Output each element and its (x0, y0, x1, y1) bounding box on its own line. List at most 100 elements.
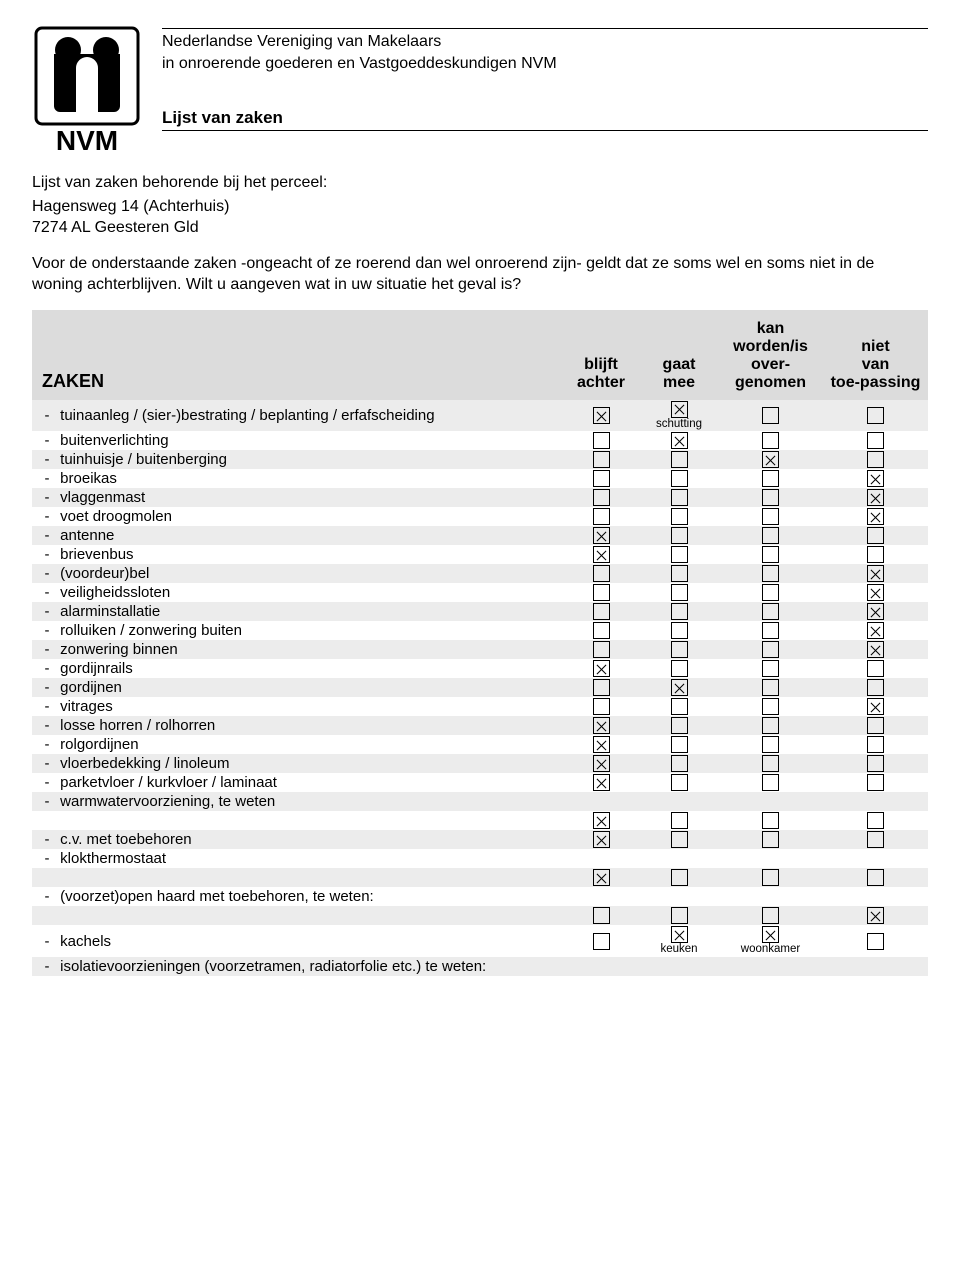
checkbox-unchecked-icon[interactable] (867, 432, 884, 449)
checkbox-unchecked-icon[interactable] (762, 679, 779, 696)
checkbox-unchecked-icon[interactable] (671, 774, 688, 791)
checkbox-unchecked-icon[interactable] (762, 736, 779, 753)
checkbox-unchecked-icon[interactable] (671, 736, 688, 753)
checkbox-checked-icon[interactable] (593, 527, 610, 544)
checkbox-unchecked-icon[interactable] (762, 584, 779, 601)
checkbox-checked-icon[interactable] (867, 907, 884, 924)
checkbox-checked-icon[interactable] (762, 926, 779, 943)
checkbox-unchecked-icon[interactable] (593, 489, 610, 506)
checkbox-unchecked-icon[interactable] (671, 470, 688, 487)
checkbox-checked-icon[interactable] (867, 508, 884, 525)
checkbox-unchecked-icon[interactable] (671, 869, 688, 886)
checkbox-checked-icon[interactable] (867, 622, 884, 639)
checkbox-unchecked-icon[interactable] (867, 407, 884, 424)
checkbox-unchecked-icon[interactable] (867, 831, 884, 848)
checkbox-unchecked-icon[interactable] (867, 451, 884, 468)
checkbox-unchecked-icon[interactable] (867, 812, 884, 829)
checkbox-checked-icon[interactable] (593, 812, 610, 829)
checkbox-checked-icon[interactable] (671, 432, 688, 449)
checkbox-checked-icon[interactable] (867, 603, 884, 620)
checkbox-unchecked-icon[interactable] (762, 508, 779, 525)
checkbox-unchecked-icon[interactable] (762, 660, 779, 677)
checkbox-unchecked-icon[interactable] (867, 933, 884, 950)
checkbox-unchecked-icon[interactable] (867, 755, 884, 772)
checkbox-unchecked-icon[interactable] (762, 527, 779, 544)
checkbox-checked-icon[interactable] (593, 831, 610, 848)
checkbox-unchecked-icon[interactable] (762, 812, 779, 829)
checkbox-unchecked-icon[interactable] (867, 736, 884, 753)
checkbox-unchecked-icon[interactable] (671, 660, 688, 677)
checkbox-unchecked-icon[interactable] (671, 546, 688, 563)
checkbox-checked-icon[interactable] (867, 698, 884, 715)
checkbox-unchecked-icon[interactable] (867, 679, 884, 696)
checkbox-unchecked-icon[interactable] (671, 717, 688, 734)
checkbox-unchecked-icon[interactable] (593, 907, 610, 924)
checkbox-unchecked-icon[interactable] (671, 698, 688, 715)
checkbox-unchecked-icon[interactable] (671, 755, 688, 772)
checkbox-unchecked-icon[interactable] (671, 831, 688, 848)
checkbox-checked-icon[interactable] (671, 679, 688, 696)
checkbox-unchecked-icon[interactable] (671, 603, 688, 620)
checkbox-checked-icon[interactable] (867, 470, 884, 487)
checkbox-unchecked-icon[interactable] (762, 565, 779, 582)
checkbox-unchecked-icon[interactable] (671, 584, 688, 601)
checkbox-unchecked-icon[interactable] (671, 641, 688, 658)
checkbox-checked-icon[interactable] (593, 407, 610, 424)
checkbox-unchecked-icon[interactable] (762, 869, 779, 886)
checkbox-unchecked-icon[interactable] (867, 546, 884, 563)
checkbox-unchecked-icon[interactable] (762, 546, 779, 563)
checkbox-unchecked-icon[interactable] (762, 603, 779, 620)
checkbox-unchecked-icon[interactable] (593, 622, 610, 639)
checkbox-unchecked-icon[interactable] (671, 622, 688, 639)
checkbox-unchecked-icon[interactable] (762, 774, 779, 791)
checkbox-unchecked-icon[interactable] (593, 698, 610, 715)
checkbox-unchecked-icon[interactable] (762, 831, 779, 848)
checkbox-checked-icon[interactable] (593, 869, 610, 886)
checkbox-unchecked-icon[interactable] (593, 451, 610, 468)
checkbox-unchecked-icon[interactable] (762, 755, 779, 772)
checkbox-unchecked-icon[interactable] (593, 679, 610, 696)
checkbox-checked-icon[interactable] (593, 660, 610, 677)
checkbox-checked-icon[interactable] (593, 717, 610, 734)
checkbox-unchecked-icon[interactable] (867, 717, 884, 734)
checkbox-checked-icon[interactable] (593, 546, 610, 563)
checkbox-checked-icon[interactable] (593, 736, 610, 753)
checkbox-unchecked-icon[interactable] (671, 489, 688, 506)
checkbox-checked-icon[interactable] (593, 774, 610, 791)
checkbox-checked-icon[interactable] (867, 489, 884, 506)
checkbox-checked-icon[interactable] (867, 641, 884, 658)
checkbox-unchecked-icon[interactable] (671, 812, 688, 829)
checkbox-unchecked-icon[interactable] (762, 717, 779, 734)
checkbox-unchecked-icon[interactable] (593, 603, 610, 620)
checkbox-unchecked-icon[interactable] (671, 527, 688, 544)
checkbox-unchecked-icon[interactable] (762, 907, 779, 924)
checkbox-unchecked-icon[interactable] (593, 641, 610, 658)
checkbox-unchecked-icon[interactable] (671, 565, 688, 582)
checkbox-checked-icon[interactable] (593, 755, 610, 772)
checkbox-unchecked-icon[interactable] (593, 508, 610, 525)
checkbox-unchecked-icon[interactable] (593, 565, 610, 582)
checkbox-checked-icon[interactable] (867, 584, 884, 601)
checkbox-unchecked-icon[interactable] (762, 489, 779, 506)
checkbox-unchecked-icon[interactable] (762, 407, 779, 424)
checkbox-unchecked-icon[interactable] (867, 660, 884, 677)
checkbox-checked-icon[interactable] (867, 565, 884, 582)
checkbox-unchecked-icon[interactable] (867, 774, 884, 791)
checkbox-checked-icon[interactable] (671, 401, 688, 418)
checkbox-unchecked-icon[interactable] (762, 470, 779, 487)
checkbox-unchecked-icon[interactable] (867, 527, 884, 544)
checkbox-unchecked-icon[interactable] (671, 907, 688, 924)
checkbox-unchecked-icon[interactable] (867, 869, 884, 886)
checkbox-unchecked-icon[interactable] (762, 698, 779, 715)
checkbox-unchecked-icon[interactable] (671, 451, 688, 468)
checkbox-unchecked-icon[interactable] (593, 432, 610, 449)
checkbox-unchecked-icon[interactable] (593, 584, 610, 601)
checkbox-unchecked-icon[interactable] (593, 933, 610, 950)
checkbox-unchecked-icon[interactable] (593, 470, 610, 487)
checkbox-unchecked-icon[interactable] (762, 432, 779, 449)
checkbox-checked-icon[interactable] (671, 926, 688, 943)
checkbox-unchecked-icon[interactable] (671, 508, 688, 525)
checkbox-unchecked-icon[interactable] (762, 622, 779, 639)
checkbox-unchecked-icon[interactable] (762, 641, 779, 658)
checkbox-checked-icon[interactable] (762, 451, 779, 468)
